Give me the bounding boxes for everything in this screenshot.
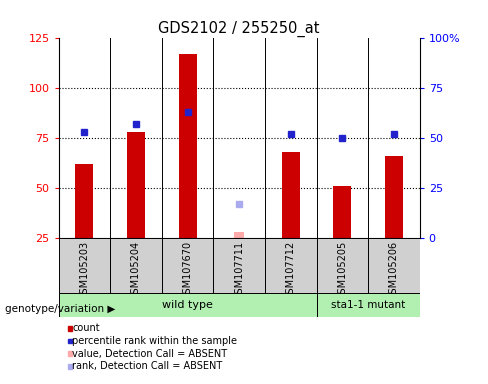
Bar	[265, 238, 317, 294]
Bar	[75, 164, 93, 238]
Bar	[282, 152, 300, 238]
Bar	[59, 293, 317, 317]
Bar	[110, 238, 162, 294]
Text: GSM107711: GSM107711	[234, 241, 244, 300]
Text: genotype/variation ▶: genotype/variation ▶	[5, 304, 115, 314]
Bar	[234, 232, 244, 238]
Text: GSM107712: GSM107712	[285, 241, 296, 300]
Text: sta1-1 mutant: sta1-1 mutant	[331, 300, 405, 310]
Title: GDS2102 / 255250_at: GDS2102 / 255250_at	[159, 21, 320, 37]
Text: percentile rank within the sample: percentile rank within the sample	[72, 336, 238, 346]
Text: wild type: wild type	[162, 300, 213, 310]
Text: value, Detection Call = ABSENT: value, Detection Call = ABSENT	[72, 349, 227, 359]
Text: rank, Detection Call = ABSENT: rank, Detection Call = ABSENT	[72, 361, 223, 371]
Text: count: count	[72, 323, 100, 333]
Bar	[162, 238, 213, 294]
Bar	[179, 55, 197, 238]
Text: GSM107670: GSM107670	[183, 241, 193, 300]
Bar	[333, 186, 351, 238]
Bar	[213, 238, 265, 294]
Text: GSM105205: GSM105205	[337, 241, 347, 300]
Bar	[127, 132, 145, 238]
Bar	[385, 156, 403, 238]
Text: GSM105203: GSM105203	[80, 241, 89, 300]
Text: GSM105206: GSM105206	[389, 241, 399, 300]
Bar	[368, 238, 420, 294]
Text: GSM105204: GSM105204	[131, 241, 141, 300]
Bar	[59, 238, 110, 294]
Bar	[317, 293, 420, 317]
Bar	[317, 238, 368, 294]
